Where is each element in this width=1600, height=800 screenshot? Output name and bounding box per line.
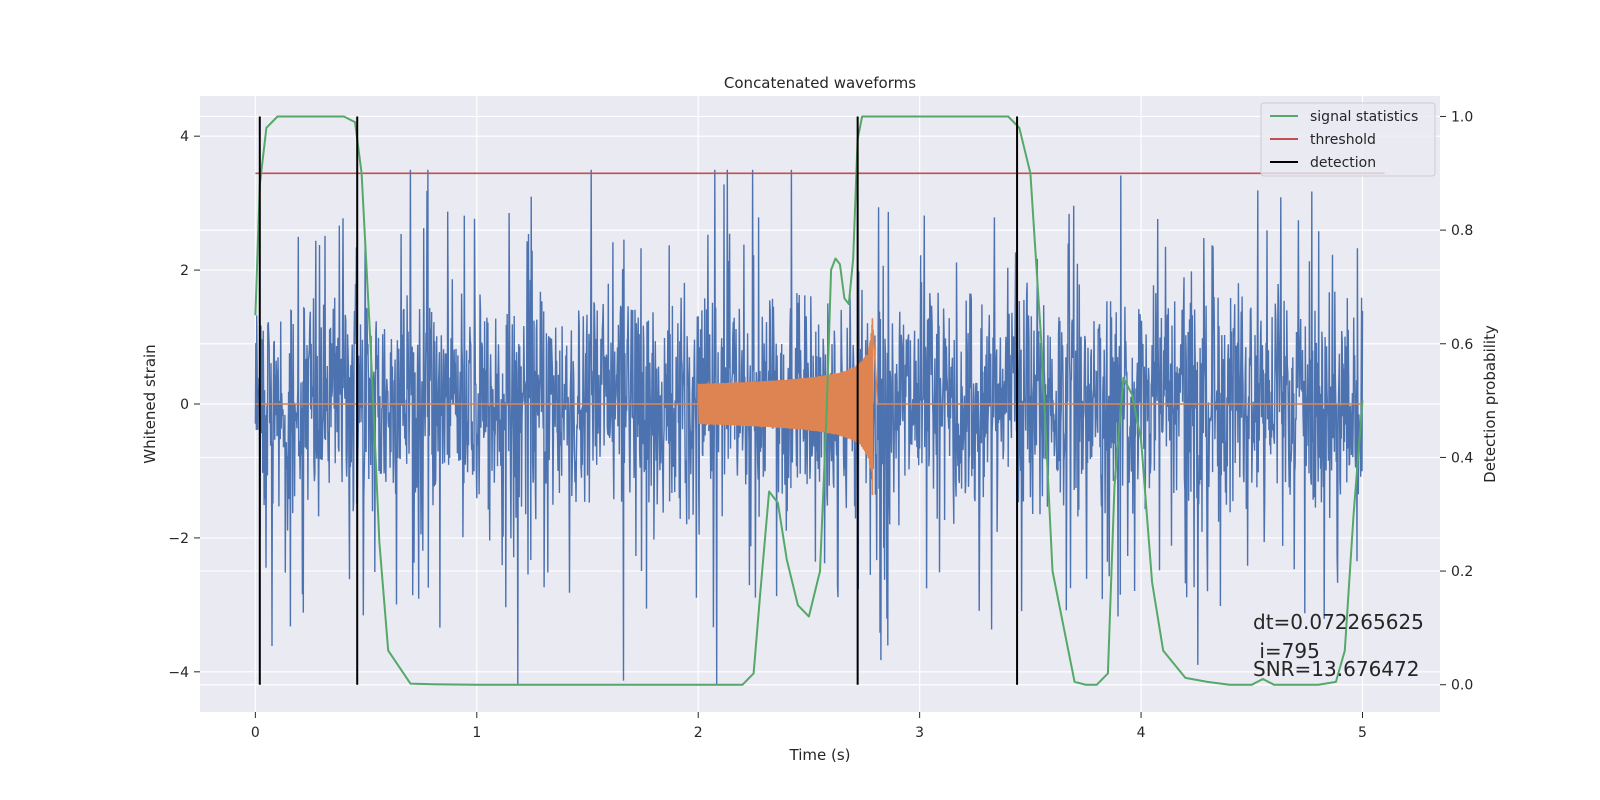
- y-tick-label-right: 0.4: [1451, 450, 1473, 466]
- x-tick-label: 2: [694, 725, 703, 741]
- y-tick-label-right: 0.2: [1451, 564, 1473, 580]
- y-tick-label: 4: [180, 129, 189, 145]
- x-tick-label: 5: [1358, 725, 1367, 741]
- legend-label-threshold: threshold: [1310, 132, 1376, 148]
- y-tick-label-right: 0.0: [1451, 678, 1473, 694]
- x-tick-label: 4: [1137, 725, 1146, 741]
- y-axis-label: Whitened strain: [141, 344, 159, 463]
- x-tick-label: 0: [251, 725, 260, 741]
- annotation-snr: SNR=13.676472: [1253, 657, 1419, 681]
- y-tick-label-right: 1.0: [1451, 109, 1473, 125]
- axes: 0 1 2 3 4 5 −4 −2 0 2 4 0.0 0.2 0.4 0.6 0.8 1.0: [168, 109, 1473, 741]
- x-tick-label: 3: [915, 725, 924, 741]
- y-tick-label: 2: [180, 263, 189, 279]
- annotations: dt=0.072265625 i=795 SNR=13.676472: [1253, 610, 1424, 681]
- y-tick-label: 0: [180, 397, 189, 413]
- y-axis-label-right: Detection probability: [1481, 325, 1499, 483]
- injection-line: [255, 318, 1363, 496]
- signal-statistics-line: [254, 115, 1364, 686]
- annotation-index: i=795: [1253, 639, 1320, 663]
- x-axis-label: Time (s): [789, 746, 851, 764]
- legend-label-detection: detection: [1310, 155, 1376, 171]
- legend-label-signal-statistics: signal statistics: [1310, 109, 1418, 125]
- y-tick-label: −2: [168, 531, 189, 547]
- y-tick-label-right: 0.8: [1451, 223, 1473, 239]
- y-tick-label: −4: [168, 665, 189, 681]
- legend: signal statistics threshold detection: [1260, 102, 1436, 177]
- plot-area: [254, 115, 1385, 686]
- chart-title: Concatenated waveforms: [724, 74, 916, 92]
- legend-box: [1260, 102, 1436, 177]
- annotation-dt: dt=0.072265625: [1253, 610, 1424, 634]
- x-tick-label: 1: [472, 725, 481, 741]
- y-tick-label-right: 0.6: [1451, 337, 1473, 353]
